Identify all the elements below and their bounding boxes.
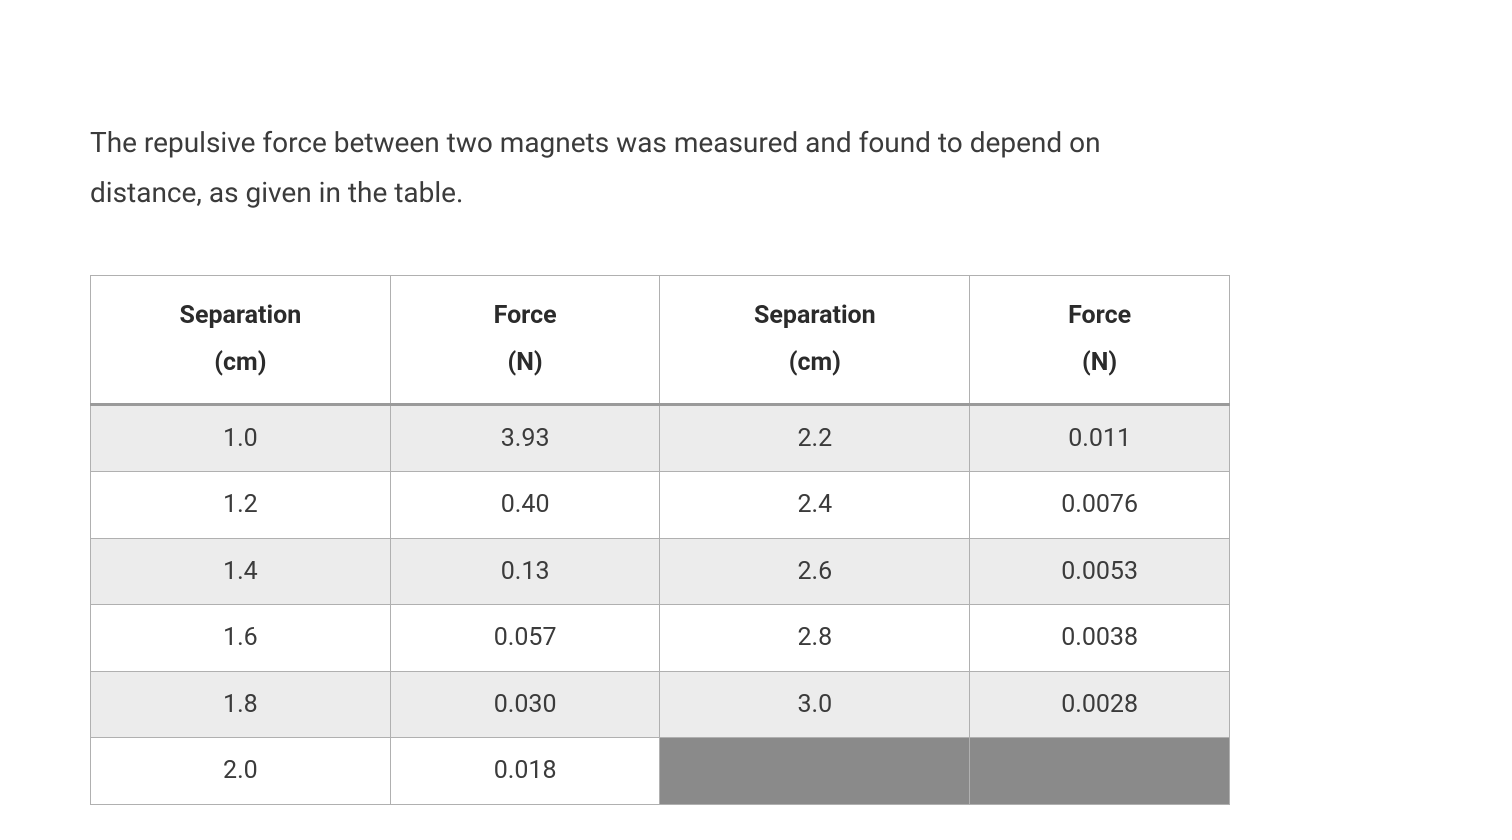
table-cell: 0.0076 bbox=[970, 472, 1230, 539]
table-row: 2.00.018 bbox=[91, 738, 1230, 805]
table-cell bbox=[970, 738, 1230, 805]
table-row: 1.20.402.40.0076 bbox=[91, 472, 1230, 539]
table-cell: 2.2 bbox=[660, 404, 970, 472]
col-header-separation-1: Separation (cm) bbox=[91, 275, 391, 404]
table-cell: 0.057 bbox=[390, 605, 660, 672]
intro-text: The repulsive force between two magnets … bbox=[90, 118, 1190, 219]
table-row: 1.40.132.60.0053 bbox=[91, 538, 1230, 605]
table-cell: 0.0053 bbox=[970, 538, 1230, 605]
col-header-line2: (cm) bbox=[789, 348, 841, 377]
col-header-line1: Force bbox=[494, 301, 557, 330]
table-cell: 2.8 bbox=[660, 605, 970, 672]
table-cell: 1.2 bbox=[91, 472, 391, 539]
col-header-line2: (N) bbox=[1082, 348, 1117, 377]
table-cell: 3.0 bbox=[660, 671, 970, 738]
col-header-separation-2: Separation (cm) bbox=[660, 275, 970, 404]
table-cell: 0.0038 bbox=[970, 605, 1230, 672]
col-header-line1: Separation bbox=[180, 301, 302, 330]
col-header-line1: Force bbox=[1068, 301, 1131, 330]
table-cell: 0.13 bbox=[390, 538, 660, 605]
force-separation-table: Separation (cm) Force (N) Separation (cm… bbox=[90, 275, 1230, 805]
col-header-force-1: Force (N) bbox=[390, 275, 660, 404]
col-header-line2: (cm) bbox=[214, 348, 266, 377]
page: The repulsive force between two magnets … bbox=[0, 0, 1512, 840]
table-cell: 1.0 bbox=[91, 404, 391, 472]
table-row: 1.60.0572.80.0038 bbox=[91, 605, 1230, 672]
table-cell: 0.030 bbox=[390, 671, 660, 738]
col-header-line2: (N) bbox=[508, 348, 543, 377]
table-cell: 2.4 bbox=[660, 472, 970, 539]
table-cell: 0.40 bbox=[390, 472, 660, 539]
table-cell: 1.8 bbox=[91, 671, 391, 738]
col-header-force-2: Force (N) bbox=[970, 275, 1230, 404]
table-cell: 3.93 bbox=[390, 404, 660, 472]
table-body: 1.03.932.20.0111.20.402.40.00761.40.132.… bbox=[91, 404, 1230, 804]
table-header-row: Separation (cm) Force (N) Separation (cm… bbox=[91, 275, 1230, 404]
table-cell: 2.6 bbox=[660, 538, 970, 605]
table-row: 1.80.0303.00.0028 bbox=[91, 671, 1230, 738]
table-cell: 0.0028 bbox=[970, 671, 1230, 738]
table-cell: 1.6 bbox=[91, 605, 391, 672]
table-cell bbox=[660, 738, 970, 805]
col-header-line1: Separation bbox=[754, 301, 876, 330]
table-cell: 0.018 bbox=[390, 738, 660, 805]
table-cell: 2.0 bbox=[91, 738, 391, 805]
table-row: 1.03.932.20.011 bbox=[91, 404, 1230, 472]
table-cell: 0.011 bbox=[970, 404, 1230, 472]
table-cell: 1.4 bbox=[91, 538, 391, 605]
